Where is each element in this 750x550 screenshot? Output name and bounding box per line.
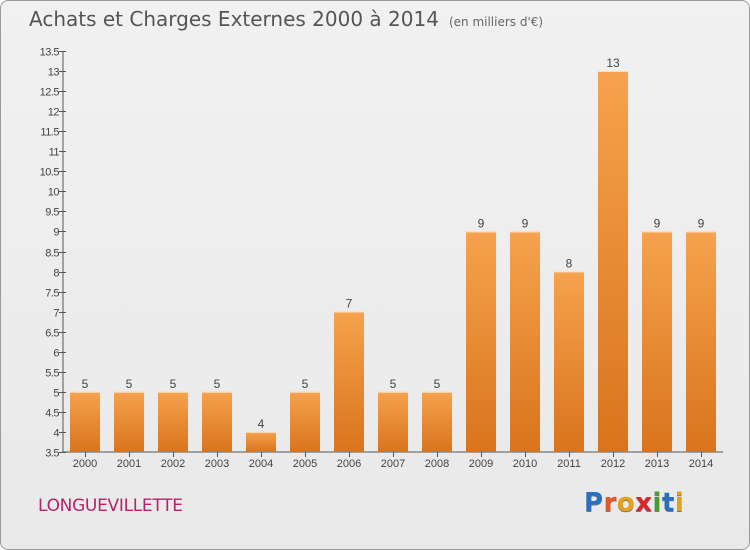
y-tick-label: 6 [53,348,59,360]
data-label: 7 [346,297,353,311]
data-label: 5 [170,377,177,391]
y-tick-label: 3.5 [45,448,59,460]
y-tick-label: 10.5 [40,167,60,179]
logo-letter: o [616,488,636,518]
x-tick-label: 2000 [73,458,97,470]
x-tick-label: 2004 [249,458,273,470]
y-tick-label: 10 [48,187,60,199]
y-tick-label: 7 [53,308,59,320]
data-label: 4 [258,417,265,431]
x-tick-label: 2013 [645,458,669,470]
logo-letter: r [603,488,617,518]
place-name: LONGUEVILLETTE [38,496,183,516]
bar [290,391,320,452]
y-tick-label: 4 [53,428,59,440]
x-tick-label: 2006 [337,458,361,470]
x-tick-label: 2001 [117,458,141,470]
logo-letter: t [661,488,675,518]
data-label: 9 [698,216,705,230]
y-tick-label: 9 [53,227,59,239]
logo-letter: i [652,488,662,518]
bar [554,271,584,452]
logo-letter: P [584,488,604,518]
data-label: 9 [522,216,529,230]
x-tick-label: 2012 [601,458,625,470]
data-label: 8 [566,257,573,271]
data-label: 5 [214,377,221,391]
bar [378,391,408,452]
data-label: 13 [606,56,620,70]
bar [466,231,496,452]
y-tick-label: 11.5 [40,127,59,139]
data-label: 5 [434,377,441,391]
bar [510,231,540,452]
x-tick-label: 2008 [425,458,449,470]
y-tick-label: 5.5 [45,368,59,380]
x-tick-label: 2010 [513,458,537,470]
data-label: 5 [390,377,397,391]
logo-letter: i [674,488,685,518]
data-label: 5 [82,377,89,391]
y-tick-label: 12 [48,107,60,119]
y-tick-label: 5 [53,388,59,400]
x-tick-label: 2003 [205,458,229,470]
y-tick-label: 4.5 [45,408,59,420]
bar [246,431,276,452]
bar [114,391,144,452]
proxiti-logo: Proxiti [584,488,684,518]
x-tick-label: 2002 [161,458,185,470]
y-tick-label: 9.5 [45,207,59,219]
bar [422,391,452,452]
data-label: 9 [478,216,485,230]
data-label: 5 [302,377,309,391]
bar [598,71,628,453]
y-tick-label: 7.5 [45,288,59,300]
data-label: 5 [126,377,133,391]
bar [158,391,188,452]
x-tick-label: 2011 [557,458,581,470]
y-tick-label: 8 [53,268,59,280]
y-tick-label: 13.5 [40,47,60,59]
bar [686,231,716,452]
chart-title: Achats et Charges Externes 2000 à 2014 (e… [29,7,543,31]
x-tick-label: 2014 [689,458,713,470]
data-label: 9 [654,216,661,230]
chart-subtitle: (en milliers d'€) [448,15,544,29]
bar [642,231,672,452]
logo-letter: x [635,488,653,518]
chart-title-text: Achats et Charges Externes 2000 à 2014 [29,7,439,31]
y-tick-label: 13 [48,67,60,79]
y-tick-label: 6.5 [45,328,59,340]
y-tick-label: 11 [49,147,60,159]
x-tick-label: 2007 [381,458,405,470]
bar [202,391,232,452]
x-tick-label: 2009 [469,458,493,470]
y-tick-label: 12.5 [40,87,60,99]
bar [334,311,364,452]
bar [70,391,100,452]
x-tick-label: 2005 [293,458,317,470]
y-tick-label: 8.5 [45,248,59,260]
